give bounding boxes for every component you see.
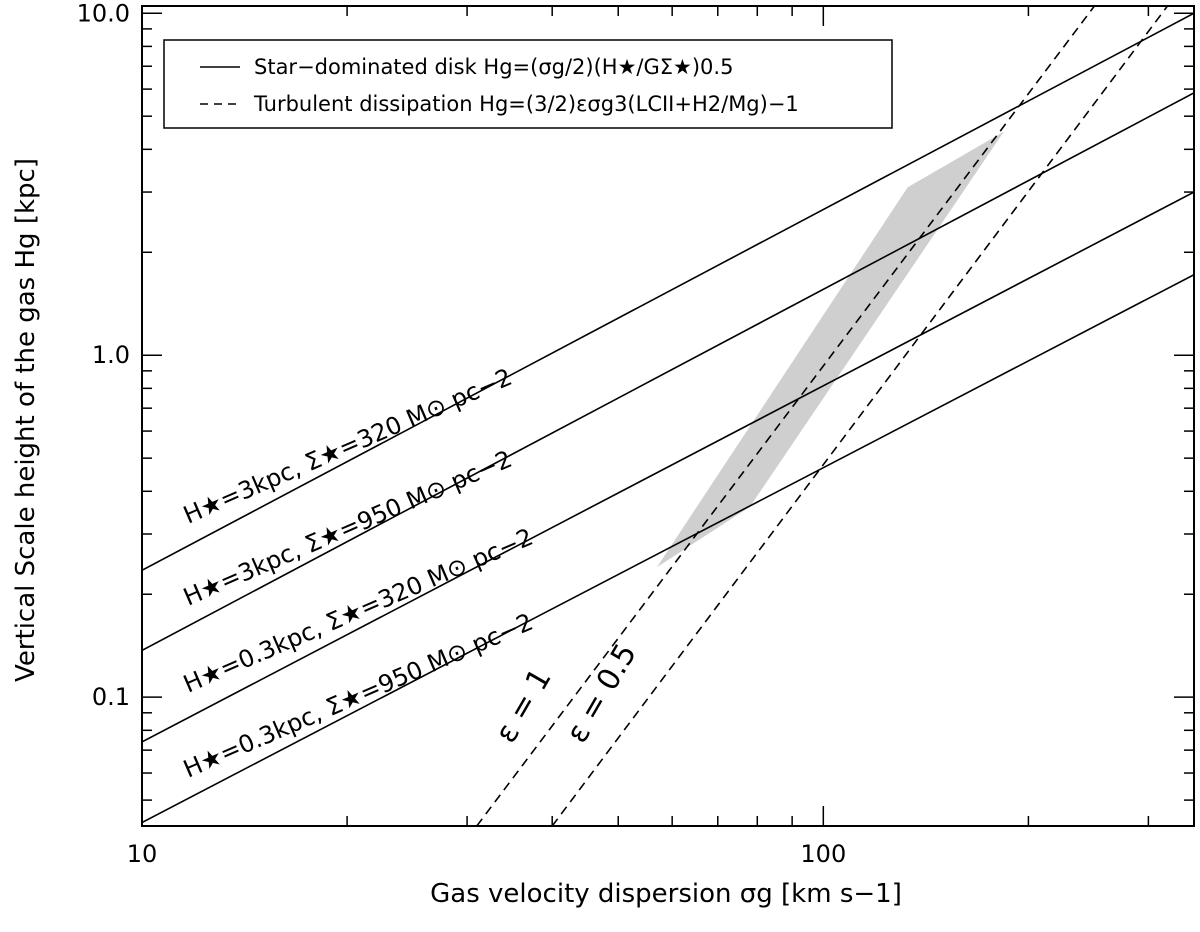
legend-box — [163, 39, 893, 129]
solid-line-2 — [142, 92, 1194, 652]
curve-label-2: H★=3kpc, Σ★=950 M⊙ pc−2 — [179, 445, 516, 612]
series-lines-layer — [142, 6, 1194, 826]
x-tick-label: 100 — [800, 840, 846, 868]
legend: Star−dominated disk Hg=(σg/2)(H★/GΣ★)0.5… — [163, 39, 893, 129]
epsilon-0.5-label: ε = 0.5 — [560, 638, 644, 749]
x-tick-label: 10 — [127, 840, 158, 868]
x-axis-label: Gas velocity dispersion σg [km s−1] — [430, 879, 902, 909]
y-axis-label: Vertical Scale height of the gas Hg [kpc… — [11, 158, 41, 682]
dashed-line-5 — [476, 6, 1096, 826]
y-tick-label: 0.1 — [92, 683, 130, 711]
epsilon-1-label: ε = 1 — [489, 663, 559, 749]
shaded-region — [657, 131, 1004, 568]
y-tick-label: 10.0 — [77, 0, 130, 27]
legend-entry-solid: Star−dominated disk Hg=(σg/2)(H★/GΣ★)0.5 — [254, 55, 733, 79]
curve-label-4: H★=0.3kpc, Σ★=950 M⊙ pc−2 — [179, 608, 537, 784]
solid-line-4 — [142, 273, 1194, 824]
plot-frame — [141, 5, 1195, 827]
dashed-line-6 — [551, 6, 1169, 826]
solid-line-3 — [142, 191, 1194, 743]
legend-entry-dashed: Turbulent dissipation Hg=(3/2)εσg3(LCII+… — [253, 92, 799, 116]
shaded-region-layer — [657, 131, 1004, 568]
y-tick-label: 1.0 — [92, 341, 130, 369]
axis-ticks-layer: 10 100 0.1 1.0 10.0 — [77, 0, 1194, 868]
curve-label-1: H★=3kpc, Σ★=320 M⊙ pc−2 — [179, 363, 516, 530]
curve-label-3: H★=0.3kpc, Σ★=320 M⊙ pc−2 — [179, 523, 537, 699]
